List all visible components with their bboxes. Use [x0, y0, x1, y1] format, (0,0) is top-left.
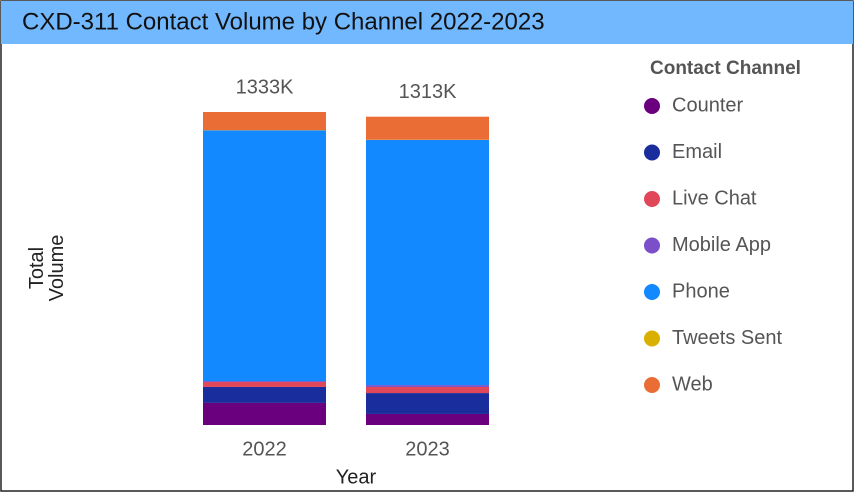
bar-segment	[203, 382, 326, 387]
legend-swatch	[644, 284, 660, 300]
bar-segment	[203, 112, 326, 131]
legend-title: Contact Channel	[650, 58, 801, 79]
chart-title: CXD-311 Contact Volume by Channel 2022-2…	[22, 8, 545, 35]
bar-segment	[203, 381, 326, 383]
legend-label: Phone	[672, 280, 730, 302]
x-tick-label: 2023	[405, 438, 450, 460]
bar-segment	[366, 385, 489, 387]
legend-swatch	[644, 237, 660, 254]
bar-segment	[366, 413, 489, 425]
total-label: 1333K	[236, 76, 294, 98]
bar-segment	[366, 139, 489, 386]
legend-swatch	[644, 98, 660, 114]
bar-segment	[366, 386, 489, 394]
legend-label: Live Chat	[672, 187, 757, 209]
legend-label: Counter	[672, 94, 743, 116]
x-axis-label: Year	[336, 466, 377, 488]
title-bar	[1, 1, 853, 44]
legend-label: Tweets Sent	[672, 327, 783, 349]
legend-swatch	[644, 330, 660, 347]
bar-segment	[366, 116, 489, 140]
bar-segment	[203, 386, 326, 403]
legend-swatch	[644, 144, 660, 161]
legend-label: Mobile App	[672, 234, 771, 256]
legend-swatch	[644, 377, 660, 393]
bar-segment	[203, 130, 326, 382]
legend-swatch	[644, 191, 660, 207]
legend-label: Web	[672, 373, 713, 395]
total-label: 1313K	[399, 81, 457, 103]
bar-segment	[366, 393, 489, 414]
bar-segment	[203, 402, 326, 425]
legend-label: Email	[672, 141, 722, 163]
x-tick-label: 2022	[242, 438, 287, 460]
y-axis-label: TotalVolume	[26, 235, 68, 302]
